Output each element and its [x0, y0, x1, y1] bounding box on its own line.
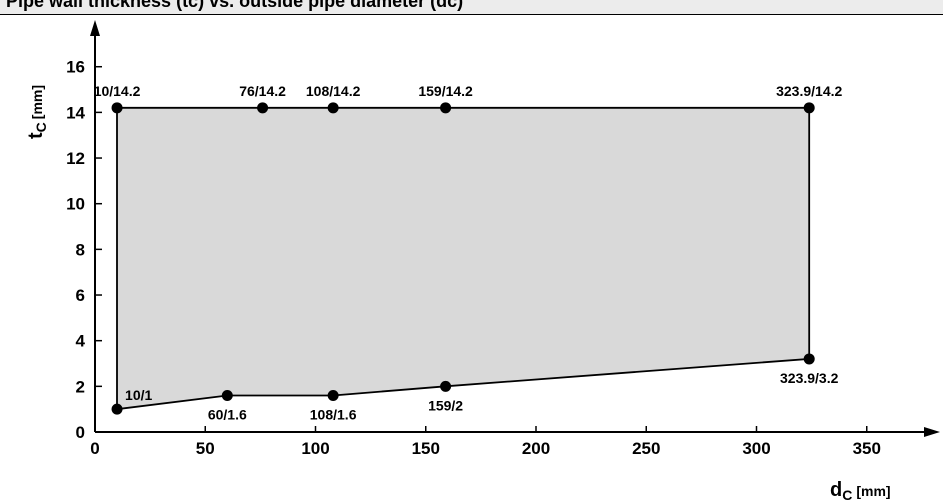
data-point-label: 10/1 [125, 387, 152, 403]
data-point-label: 10/14.2 [94, 83, 141, 99]
data-point-label: 323.9/14.2 [776, 83, 842, 99]
data-point [328, 390, 339, 401]
data-point-label: 323.9/3.2 [780, 370, 839, 386]
x-tick-label: 50 [196, 439, 215, 458]
data-point-label: 108/1.6 [310, 406, 357, 422]
data-point-label: 108/14.2 [306, 83, 361, 99]
y-tick-label: 4 [76, 332, 86, 351]
data-point [440, 102, 451, 113]
data-point [112, 404, 123, 415]
data-point [112, 102, 123, 113]
data-point [257, 102, 268, 113]
data-point [328, 102, 339, 113]
x-tick-label: 250 [632, 439, 660, 458]
x-axis-arrow [924, 427, 940, 437]
feasible-region [117, 108, 809, 409]
data-point-label: 60/1.6 [208, 406, 247, 422]
y-axis-arrow [90, 20, 100, 36]
y-tick-label: 6 [76, 286, 85, 305]
y-tick-label: 14 [66, 103, 85, 122]
data-point [804, 353, 815, 364]
y-axis-label: tC[mm] [25, 85, 49, 139]
y-tick-label: 8 [76, 240, 85, 259]
y-tick-label: 2 [76, 377, 85, 396]
y-tick-label: 16 [66, 58, 85, 77]
data-point-label: 159/2 [428, 397, 463, 413]
x-tick-label: 0 [90, 439, 99, 458]
data-point-label: 76/14.2 [239, 83, 286, 99]
x-tick-label: 100 [301, 439, 329, 458]
data-point-label: 159/14.2 [418, 83, 473, 99]
y-tick-label: 10 [66, 195, 85, 214]
data-point [440, 381, 451, 392]
x-tick-label: 300 [742, 439, 770, 458]
x-axis-label: dC [mm] [830, 479, 891, 503]
y-tick-label: 12 [66, 149, 85, 168]
x-tick-label: 150 [412, 439, 440, 458]
data-point [222, 390, 233, 401]
data-point [804, 102, 815, 113]
x-tick-label: 200 [522, 439, 550, 458]
y-tick-label: 0 [76, 423, 85, 442]
x-tick-label: 350 [853, 439, 881, 458]
